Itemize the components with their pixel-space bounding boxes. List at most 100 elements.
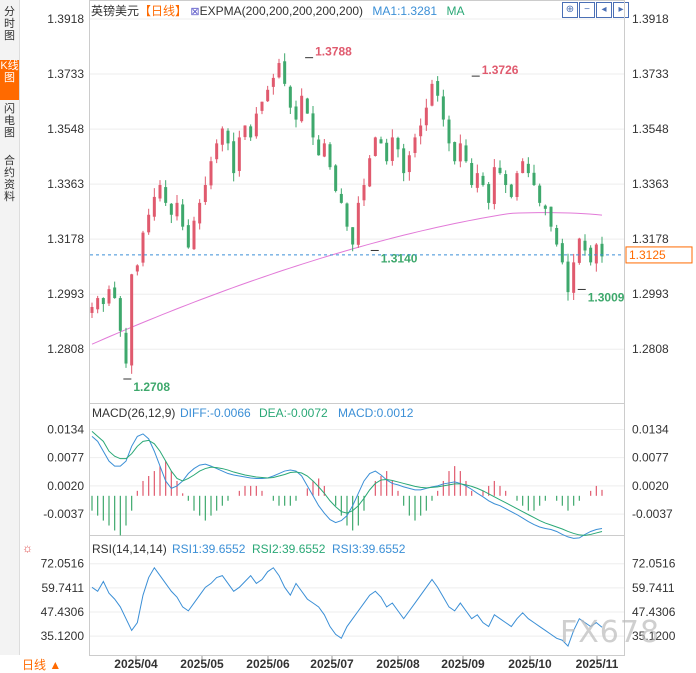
candle-body — [317, 139, 321, 156]
candle-body — [101, 298, 105, 305]
tab-contract-info[interactable]: 合约资料 — [4, 155, 15, 203]
candle-body — [226, 130, 230, 144]
x-tick-label: 2025/07 — [310, 657, 354, 671]
candle-body — [254, 113, 258, 137]
candle-body — [328, 144, 332, 168]
candle-body — [526, 163, 530, 174]
candle-body — [594, 244, 598, 264]
period-label[interactable]: 【日线】 — [139, 4, 188, 18]
rsi-tick-left: 59.7411 — [42, 581, 85, 595]
rsi-tick-right: 47.4306 — [632, 605, 676, 619]
candle-body — [209, 161, 213, 186]
candle-body — [385, 142, 389, 162]
price-tick-right: 1.3733 — [632, 67, 669, 81]
candle-body — [532, 172, 536, 186]
expma-path — [91, 212, 603, 345]
candle-body — [305, 98, 309, 114]
macd-tick-left: -0.0037 — [43, 507, 84, 521]
candle-body — [322, 143, 326, 157]
period-selector[interactable]: 日线 ▲ — [22, 658, 62, 672]
x-tick-label: 2025/09 — [441, 657, 485, 671]
zoom-in-icon[interactable]: ⊕ — [562, 2, 578, 18]
candle-body — [487, 184, 491, 203]
candle-body — [135, 265, 139, 272]
macd-tick-left: 0.0077 — [47, 451, 84, 465]
settings-sun-icon[interactable]: ☼ — [22, 541, 33, 555]
panel-frames — [89, 0, 625, 656]
expma-line — [91, 212, 603, 345]
candle-body — [181, 204, 185, 227]
candle-body — [96, 298, 100, 310]
move-left-icon[interactable]: ◂ — [596, 2, 612, 18]
x-tick-label: 2025/11 — [576, 657, 619, 671]
macd-diff-legend: DIFF:-0.0066 — [180, 406, 251, 420]
candle-body — [566, 261, 570, 293]
candle-body — [481, 175, 485, 186]
candle-body — [294, 106, 298, 120]
current-price-label: 1.3125 — [629, 248, 666, 262]
candle-body — [600, 243, 604, 257]
candle-body — [583, 240, 587, 251]
price-tick-left: 1.3178 — [47, 232, 84, 246]
candle-body — [152, 196, 156, 217]
tab-time-share[interactable]: 分时图 — [4, 6, 15, 42]
candle-body — [543, 205, 547, 209]
tab-flash[interactable]: 闪电图 — [4, 103, 15, 139]
candle-body — [447, 119, 451, 144]
rsi-tick-right: 59.7411 — [632, 581, 675, 595]
candle-body — [390, 137, 394, 161]
left-tab-bar: 分时图 K线图 闪电图 合约资料 — [0, 0, 20, 655]
price-tick-left: 1.3548 — [47, 122, 84, 136]
macd-macd-legend: MACD:0.0012 — [338, 406, 414, 420]
instrument-name: 英镑美元 — [91, 4, 140, 18]
candle-body — [424, 107, 428, 126]
macd-tick-right: 0.0134 — [632, 422, 669, 436]
rsi-tick-left: 47.4306 — [41, 605, 85, 619]
price-tick-right: 1.3363 — [632, 177, 669, 191]
candle-body — [118, 298, 122, 331]
candle-body — [175, 202, 179, 217]
candle-body — [300, 95, 304, 122]
candle-body — [237, 137, 241, 171]
candle-body — [192, 220, 196, 250]
indicator-label[interactable]: EXPMA(200,200,200,200,200) — [199, 4, 364, 18]
candle-body — [515, 173, 519, 198]
price-tick-left: 1.3918 — [47, 12, 84, 26]
candle-body — [572, 262, 576, 293]
macd-tick-right: -0.0037 — [632, 507, 673, 521]
x-tick-label: 2025/08 — [376, 657, 420, 671]
rsi3-legend: RSI3:39.6552 — [332, 542, 406, 556]
candle-body — [260, 101, 264, 111]
price-tick-left: 1.3733 — [47, 67, 84, 81]
tab-kline[interactable]: K线图 — [0, 60, 19, 100]
annotation-label: 1.2708 — [133, 380, 170, 394]
ma-label: MA — [446, 4, 465, 18]
price-tick-left: 1.3363 — [47, 177, 84, 191]
macd-tick-left: 0.0134 — [47, 422, 84, 436]
candle-body — [345, 203, 349, 227]
zoom-out-icon[interactable]: − — [579, 2, 595, 18]
candle-body — [130, 274, 134, 366]
candle-body — [283, 61, 287, 84]
rsi-panel: 72.0516 72.0516 59.7411 59.7411 47.4306 47.43… — [41, 557, 676, 648]
rsi-tick-left: 72.0516 — [41, 557, 85, 571]
candle-body — [373, 137, 377, 156]
candle-body — [362, 185, 366, 201]
candle-body — [413, 137, 417, 153]
candle-body — [521, 161, 525, 174]
price-tick-right: 1.3178 — [632, 232, 669, 246]
candle-body — [475, 173, 479, 188]
price-tick-right: 1.2993 — [632, 287, 669, 301]
candle-body — [203, 185, 207, 202]
indicator-switch-icon[interactable]: ⊠ — [190, 6, 200, 18]
candle-body — [560, 243, 564, 263]
grid-lines — [90, 18, 624, 350]
candle-body — [538, 185, 542, 203]
candle-body — [277, 63, 281, 78]
candle-body — [436, 81, 440, 96]
rsi-tick-right: 35.1200 — [632, 629, 676, 643]
candle-body — [186, 225, 190, 248]
candle-body — [141, 232, 145, 263]
candle-body — [356, 202, 360, 245]
